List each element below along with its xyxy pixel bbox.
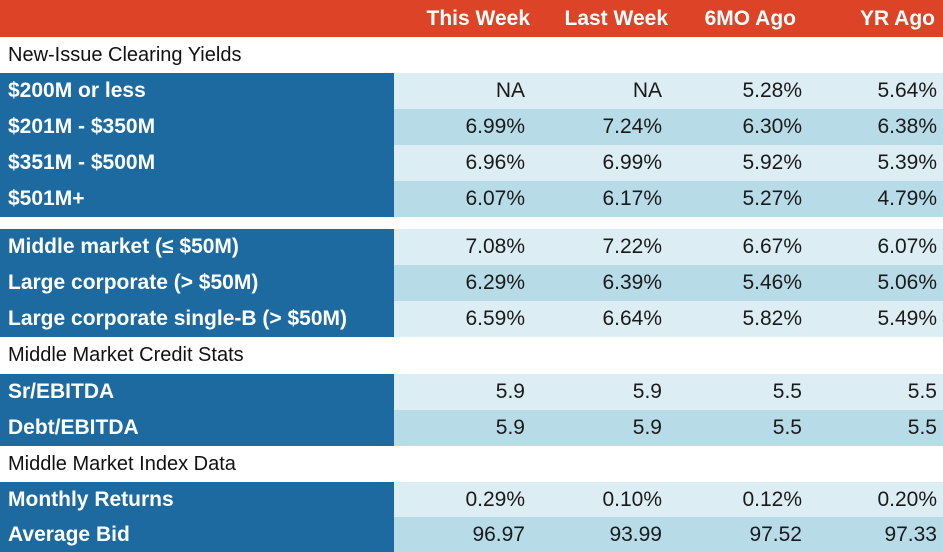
cell-this-week: 7.08% — [394, 229, 536, 265]
cell-last-week: 0.10% — [536, 482, 672, 517]
cell-this-week: 0.29% — [394, 482, 536, 517]
section-title: Middle Market Credit Stats — [8, 344, 244, 366]
section-new-issue: New-Issue Clearing Yields — [0, 37, 943, 73]
cell-this-week: 6.07% — [394, 181, 536, 217]
table-row: $201M - $350M 6.99% 7.24% 6.30% 6.38% — [0, 109, 943, 145]
section-title: Middle Market Index Data — [8, 452, 236, 475]
section-title: New-Issue Clearing Yields — [8, 43, 242, 66]
row-label: Sr/EBITDA — [0, 374, 394, 410]
row-label: Debt/EBITDA — [0, 410, 394, 446]
row-label: Large corporate single-B (> $50M) — [0, 301, 394, 337]
cell-yr-ago: 4.79% — [810, 181, 943, 217]
cell-last-week: 5.9 — [536, 374, 672, 410]
col-6mo-ago: 6MO Ago — [704, 6, 796, 30]
cell-this-week: 5.9 — [394, 410, 536, 446]
cell-this-week: 5.9 — [394, 374, 536, 410]
cell-6mo-ago: 5.92% — [672, 145, 810, 181]
cell-yr-ago: 5.39% — [810, 145, 943, 181]
cell-6mo-ago: 6.30% — [672, 109, 810, 145]
cell-6mo-ago: 5.5 — [672, 374, 810, 410]
cell-last-week: 6.99% — [536, 145, 672, 181]
row-label: Average Bid — [0, 517, 394, 552]
col-yr-ago: YR Ago — [859, 6, 935, 30]
table-row: Sr/EBITDA 5.9 5.9 5.5 5.5 — [0, 374, 943, 410]
table-row: Middle market (≤ $50M) 7.08% 7.22% 6.67%… — [0, 229, 943, 265]
cell-yr-ago: 97.33 — [810, 517, 943, 552]
cell-last-week: 6.39% — [536, 265, 672, 301]
cell-6mo-ago: 0.12% — [672, 482, 810, 517]
cell-this-week: 6.59% — [394, 301, 536, 337]
cell-yr-ago: 6.07% — [810, 229, 943, 265]
cell-yr-ago: 5.06% — [810, 265, 943, 301]
cell-this-week: 6.29% — [394, 265, 536, 301]
cell-this-week: 6.96% — [394, 145, 536, 181]
table-row: $501M+ 6.07% 6.17% 5.27% 4.79% — [0, 181, 943, 217]
cell-last-week: NA — [536, 73, 672, 109]
row-label: $351M - $500M — [0, 145, 394, 181]
cell-last-week: 93.99 — [536, 517, 672, 552]
cell-last-week: 6.64% — [536, 301, 672, 337]
cell-6mo-ago: 6.67% — [672, 229, 810, 265]
cell-6mo-ago: 5.5 — [672, 410, 810, 446]
row-label: $201M - $350M — [0, 109, 394, 145]
section-index-data: Middle Market Index Data — [0, 446, 943, 482]
table-row: $200M or less NA NA 5.28% 5.64% — [0, 73, 943, 109]
cell-last-week: 5.9 — [536, 410, 672, 446]
cell-yr-ago: 5.5 — [810, 374, 943, 410]
section-credit-stats: Middle Market Credit Stats — [0, 337, 943, 374]
table-row: Debt/EBITDA 5.9 5.9 5.5 5.5 — [0, 410, 943, 446]
table-row: Large corporate single-B (> $50M) 6.59% … — [0, 301, 943, 337]
row-label: $200M or less — [0, 73, 394, 109]
row-label: Large corporate (> $50M) — [0, 265, 394, 301]
row-label: Monthly Returns — [0, 482, 394, 517]
table-row: Monthly Returns 0.29% 0.10% 0.12% 0.20% — [0, 482, 943, 517]
cell-6mo-ago: 5.27% — [672, 181, 810, 217]
cell-this-week: NA — [394, 73, 536, 109]
col-this-week: This Week — [426, 6, 530, 30]
table-row: Large corporate (> $50M) 6.29% 6.39% 5.4… — [0, 265, 943, 301]
cell-6mo-ago: 5.28% — [672, 73, 810, 109]
cell-yr-ago: 6.38% — [810, 109, 943, 145]
table-row: Average Bid 96.97 93.99 97.52 97.33 — [0, 517, 943, 552]
cell-yr-ago: 5.64% — [810, 73, 943, 109]
row-label: $501M+ — [0, 181, 394, 217]
col-last-week: Last Week — [564, 6, 669, 30]
cell-yr-ago: 5.49% — [810, 301, 943, 337]
cell-last-week: 7.22% — [536, 229, 672, 265]
cell-6mo-ago: 5.82% — [672, 301, 810, 337]
table-header: This Week Last Week 6MO Ago YR Ago — [0, 0, 943, 37]
cell-last-week: 6.17% — [536, 181, 672, 217]
cell-yr-ago: 0.20% — [810, 482, 943, 517]
row-spacer — [0, 217, 943, 229]
header-blank — [0, 0, 394, 37]
cell-this-week: 96.97 — [394, 517, 536, 552]
row-label: Middle market (≤ $50M) — [0, 229, 394, 265]
cell-last-week: 7.24% — [536, 109, 672, 145]
cell-6mo-ago: 97.52 — [672, 517, 810, 552]
cell-6mo-ago: 5.46% — [672, 265, 810, 301]
cell-this-week: 6.99% — [394, 109, 536, 145]
cell-yr-ago: 5.5 — [810, 410, 943, 446]
table-row: $351M - $500M 6.96% 6.99% 5.92% 5.39% — [0, 145, 943, 181]
